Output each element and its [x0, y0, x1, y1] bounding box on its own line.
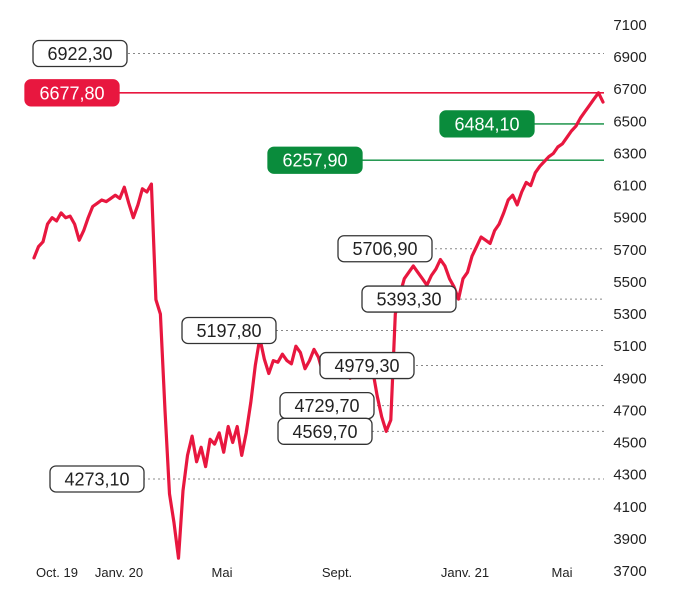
x-tick-label: Janv. 20: [95, 565, 143, 580]
annotation-label: 5197,80: [181, 316, 277, 345]
annotation-lines: [118, 53, 604, 480]
annotation-value: 6484,10: [454, 114, 519, 134]
annotation-label: 4729,70: [279, 391, 375, 420]
y-tick-label: 3700: [613, 563, 646, 580]
y-tick-label: 3900: [613, 531, 646, 548]
annotation-label: 6484,10: [439, 110, 535, 138]
y-tick-label: 6500: [613, 113, 646, 130]
y-tick-label: 4300: [613, 467, 646, 484]
annotation-labels: 6922,30 6677,80 6484,10 6257,90 5706,90 5393,…: [24, 39, 535, 493]
y-axis: 3700 3900 4100 4300 4500 4700 4900 5100 5300 5500…: [613, 17, 646, 580]
y-tick-label: 4700: [613, 402, 646, 419]
annotation-box: [361, 285, 457, 313]
annotation-value: 5393,30: [376, 290, 441, 310]
annotation-label: 6257,90: [267, 146, 363, 174]
annotation-box: [439, 110, 535, 138]
annotation-box: [49, 465, 145, 493]
annotation-value: 6257,90: [282, 151, 347, 171]
annotation-value: 5197,80: [196, 321, 261, 341]
y-tick-label: 5100: [613, 338, 646, 355]
annotation-value: 6677,80: [39, 83, 104, 103]
y-tick-label: 4500: [613, 435, 646, 452]
y-tick-label: 6700: [613, 81, 646, 98]
annotation-value: 4569,70: [292, 422, 357, 442]
x-tick-label: Janv. 21: [441, 565, 489, 580]
annotation-box: [181, 316, 277, 345]
x-tick-label: Sept.: [322, 565, 352, 580]
annotation-label: 4273,10: [49, 465, 145, 493]
annotation-box: [319, 351, 415, 380]
annotation-value: 4729,70: [294, 396, 359, 416]
y-tick-label: 6300: [613, 145, 646, 162]
annotation-label: 5393,30: [361, 285, 457, 313]
x-tick-label: Oct. 19: [36, 565, 78, 580]
y-tick-label: 7100: [613, 17, 646, 34]
x-tick-label: Mai: [212, 565, 233, 580]
annotation-value: 4273,10: [64, 469, 129, 489]
annotation-label: 6677,80: [24, 79, 120, 107]
annotation-box: [32, 39, 128, 68]
y-tick-label: 5900: [613, 210, 646, 227]
x-axis: Oct. 19 Janv. 20 Mai Sept. Janv. 21 Mai: [36, 565, 573, 580]
annotation-value: 4979,30: [334, 356, 399, 376]
y-tick-label: 4100: [613, 499, 646, 516]
y-tick-label: 6900: [613, 49, 646, 66]
annotation-label: 6922,30: [32, 39, 128, 68]
series-layer: [32, 91, 605, 560]
annotation-label: 4569,70: [277, 417, 373, 445]
annotation-box: [24, 79, 120, 107]
series-line: [32, 91, 605, 560]
y-tick-label: 6100: [613, 178, 646, 195]
y-tick-label: 5300: [613, 306, 646, 323]
x-tick-label: Mai: [552, 565, 573, 580]
y-tick-label: 5500: [613, 274, 646, 291]
annotation-value: 5706,90: [352, 239, 417, 259]
annotation-value: 6922,30: [47, 44, 112, 64]
annotation-box: [277, 417, 373, 445]
annotation-box: [267, 146, 363, 174]
y-tick-label: 5700: [613, 242, 646, 259]
annotation-box: [337, 235, 433, 263]
annotation-label: 5706,90: [337, 235, 433, 263]
annotation-label: 4979,30: [319, 351, 415, 380]
y-tick-label: 4900: [613, 370, 646, 387]
